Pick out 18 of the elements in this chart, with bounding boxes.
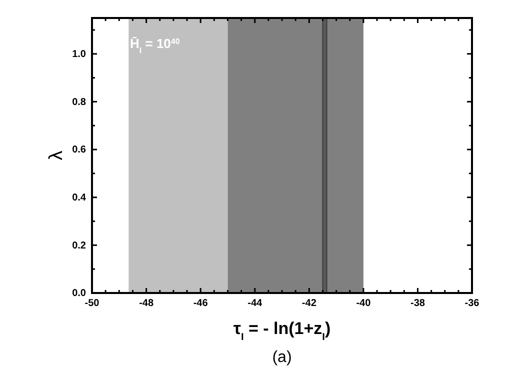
x-tick-label: -42 [302, 298, 317, 310]
x-axis-title: τ$_{I}$ = - ln(1+z$_{I}$) [233, 319, 331, 342]
y-tick-label: 0.8 [72, 96, 86, 108]
x-tick-label: -44 [248, 298, 263, 310]
x-tick-label: -38 [410, 298, 426, 310]
x-tick-label: -36 [464, 298, 480, 310]
x-tick-label: -48 [139, 298, 154, 310]
y-tick-label: 0.2 [72, 240, 86, 252]
y-tick-label: 0.4 [72, 192, 86, 204]
x-tick-label: -40 [356, 298, 372, 310]
y-tick-label: 0.6 [72, 144, 86, 156]
y-tick-label: 0.0 [72, 288, 86, 300]
annotation: H̄$_{I}$ = 10$^{40}$ [130, 36, 180, 54]
x-tick-label: -50 [84, 298, 100, 310]
text: (a) [272, 349, 292, 366]
y-tick-label: 1.0 [72, 49, 86, 60]
x-tick-label: -46 [193, 298, 208, 310]
y-axis-title: λ [46, 150, 67, 160]
